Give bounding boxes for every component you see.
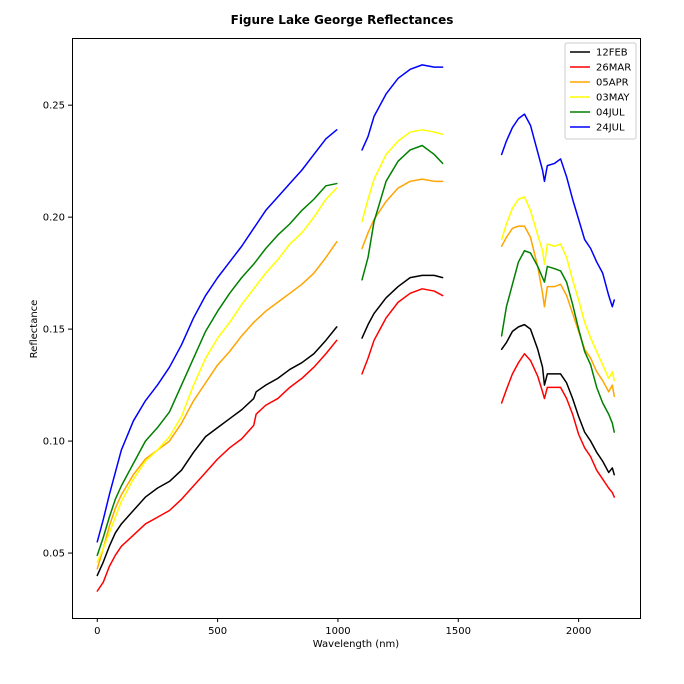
series-line-04jul-segment-3 [500, 249, 615, 433]
x-tick-label: 500 [208, 626, 227, 637]
series-line-12feb-segment-2 [361, 274, 444, 339]
legend-label-05apr: 05APR [596, 78, 629, 89]
legend-label-04jul: 04JUL [596, 108, 625, 119]
series-line-03may-segment-2 [361, 129, 444, 223]
x-axis-label: Wavelength (nm) [313, 639, 399, 650]
x-tick-label: 1500 [446, 626, 471, 637]
series-layer [96, 64, 615, 592]
x-tick-label: 1000 [325, 626, 350, 637]
series-line-04jul-segment-2 [361, 144, 444, 281]
y-tick-label: 0.05 [43, 549, 65, 560]
series-line-03may-segment-1 [96, 187, 338, 563]
series-line-05apr-segment-2 [361, 178, 444, 250]
series-line-04jul-segment-1 [96, 182, 338, 557]
series-line-26mar-segment-1 [96, 339, 338, 592]
y-tick-label: 0.20 [43, 213, 65, 224]
legend: 12FEB 26MAR 05APR 03MAY 04JUL 24JUL [564, 42, 637, 140]
legend-label-12feb: 12FEB [596, 48, 628, 59]
series-line-26mar-segment-3 [500, 353, 615, 498]
series-line-24jul-segment-3 [500, 113, 615, 308]
series-line-05apr-segment-3 [500, 225, 615, 398]
y-tick-label: 0.15 [43, 325, 65, 336]
series-line-24jul-segment-1 [96, 129, 338, 543]
series-line-12feb-segment-3 [500, 323, 615, 476]
x-axis-ticks: 0 500 1000 1500 2000 [94, 618, 591, 637]
legend-label-03may: 03MAY [596, 93, 630, 104]
y-axis-label: Reflectance [29, 300, 40, 359]
series-line-12feb-segment-1 [96, 326, 338, 577]
series-line-03may-segment-3 [500, 196, 615, 382]
y-tick-label: 0.10 [43, 437, 65, 448]
series-line-05apr-segment-1 [96, 241, 338, 570]
legend-label-26mar: 26MAR [596, 63, 631, 74]
legend-label-24jul: 24JUL [596, 123, 625, 134]
series-line-26mar-segment-2 [361, 288, 444, 375]
series-line-24jul-segment-2 [361, 64, 444, 151]
plot-area [72, 38, 641, 619]
y-tick-label: 0.25 [43, 101, 65, 112]
x-tick-label: 0 [94, 626, 100, 637]
chart-title: Figure Lake George Reflectances [231, 13, 454, 27]
x-tick-label: 2000 [566, 626, 591, 637]
y-axis-ticks: 0.05 0.10 0.15 0.20 0.25 [43, 101, 72, 560]
